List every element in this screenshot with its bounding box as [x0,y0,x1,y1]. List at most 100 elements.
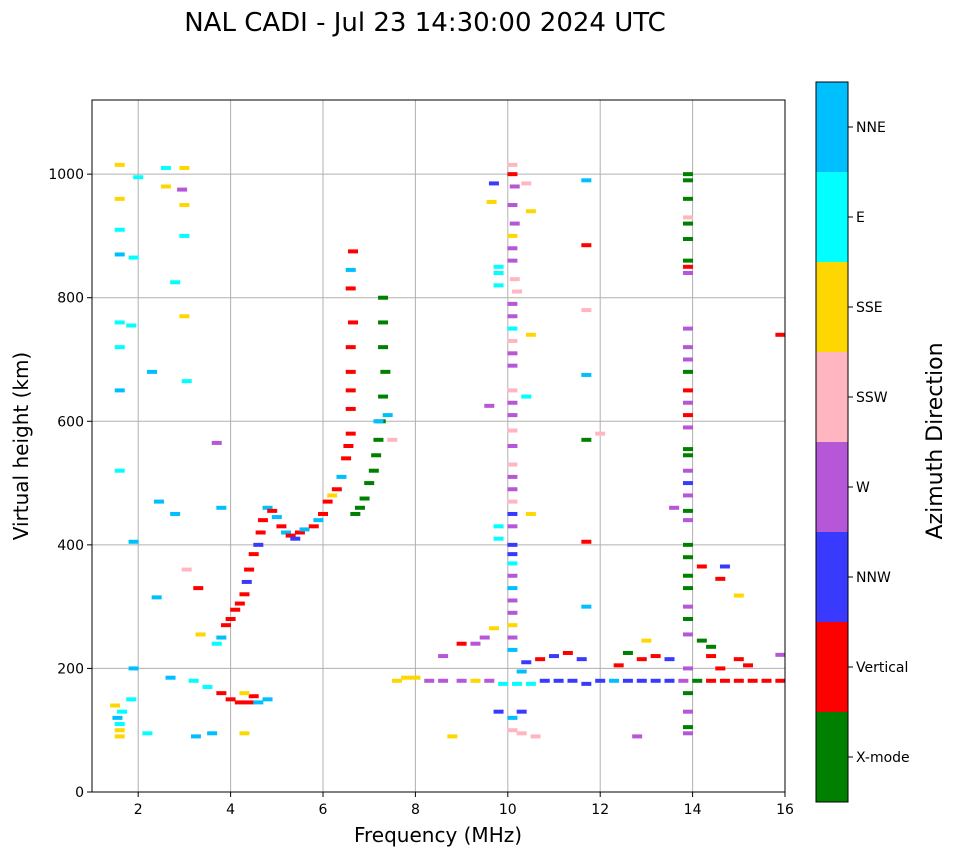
data-point-vertical [696,564,707,569]
data-point-sse [447,734,458,739]
data-point-nnw [719,564,730,569]
data-point-nne [507,586,518,591]
colorbar-swatch [816,712,848,802]
data-point-x-mode [682,453,693,458]
data-point-sse [110,703,121,708]
data-point-nne [216,635,227,640]
data-point-sse [401,675,412,680]
data-point-w [484,403,495,408]
colorbar-label: W [856,480,870,496]
chart-title: NAL CADI - Jul 23 14:30:00 2024 UTC [184,8,666,38]
data-points [110,162,786,739]
data-point-e [117,709,128,714]
data-point-w [682,345,693,350]
data-point-ssw [387,437,398,442]
y-tick-label: 0 [75,785,84,801]
data-point-nnw [664,657,675,662]
data-point-e [114,227,125,232]
colorbar-label: SSW [856,390,888,406]
data-point-nnw [507,552,518,557]
data-point-vertical [345,406,356,411]
data-point-w [682,518,693,523]
data-point-vertical [318,511,328,516]
data-point-vertical [348,249,359,254]
data-point-vertical [775,332,786,337]
data-point-ssw [595,431,606,436]
data-point-vertical [743,663,754,668]
data-point-nnw [553,678,564,683]
data-point-nne [165,675,176,680]
data-point-sse [733,593,744,598]
data-point-vertical [341,456,352,461]
data-point-sse [114,728,125,733]
data-point-nne [382,413,393,418]
data-point-ssw [521,181,532,186]
data-point-vertical [267,508,278,513]
data-point-sse [525,209,536,214]
data-point-x-mode [378,295,389,300]
data-point-ssw [530,734,541,739]
data-point-vertical [193,586,204,591]
data-point-nnw [488,181,499,186]
data-point-w [682,326,693,331]
data-point-sse [114,196,125,201]
data-point-x-mode [378,320,389,325]
data-point-ssw [682,215,693,220]
data-point-vertical [343,444,354,448]
data-point-w [678,678,689,683]
data-point-w [775,652,786,657]
data-point-sse [239,691,250,696]
data-point-x-mode [682,221,693,226]
data-point-nne [170,511,181,516]
data-point-vertical [255,530,266,535]
data-point-vertical [775,678,786,683]
colorbar-label: E [856,210,865,226]
data-point-e [202,684,213,689]
colorbar-swatch [816,532,848,622]
data-point-nne [253,700,264,705]
data-point-ssw [507,728,518,733]
data-point-w [507,487,518,492]
data-point-x-mode [682,172,693,177]
data-point-ssw [507,388,518,393]
data-point-vertical [234,601,245,606]
colorbar-label: NNE [856,120,886,136]
data-point-vertical [257,518,268,523]
data-point-nnw [507,542,518,547]
data-point-sse [239,731,250,736]
data-point-ssw [512,289,523,294]
data-point-sse [507,623,518,628]
x-tick-label: 6 [319,802,328,818]
data-point-vertical [345,431,356,436]
data-point-vertical [230,607,241,612]
x-tick-label: 12 [591,802,609,818]
data-point-vertical [225,697,236,702]
data-point-ssw [507,462,518,467]
data-point-vertical [733,678,744,683]
y-tick-label: 400 [57,538,84,554]
data-point-nnw [636,678,647,683]
data-point-nnw [539,678,550,683]
data-point-x-mode [380,369,391,374]
data-point-vertical [322,499,333,504]
data-point-w [456,678,467,683]
data-point-vertical [216,691,227,696]
data-point-sse [488,626,499,631]
x-tick-label: 14 [684,802,702,818]
data-point-vertical [706,654,717,659]
data-point-vertical [244,700,255,705]
data-point-nne [516,669,527,674]
data-point-vertical [345,369,356,374]
data-point-x-mode [373,437,384,442]
colorbar-swatch [816,352,848,442]
data-point-nne [147,369,158,374]
data-point-w [509,184,520,189]
data-point-ssw [581,308,592,313]
data-point-x-mode [682,586,693,591]
data-point-w [424,678,435,683]
data-point-nne [128,539,139,544]
data-point-x-mode [682,178,693,183]
y-tick-label: 200 [57,661,84,677]
data-point-e [498,681,509,686]
y-tick-label: 800 [57,291,84,307]
